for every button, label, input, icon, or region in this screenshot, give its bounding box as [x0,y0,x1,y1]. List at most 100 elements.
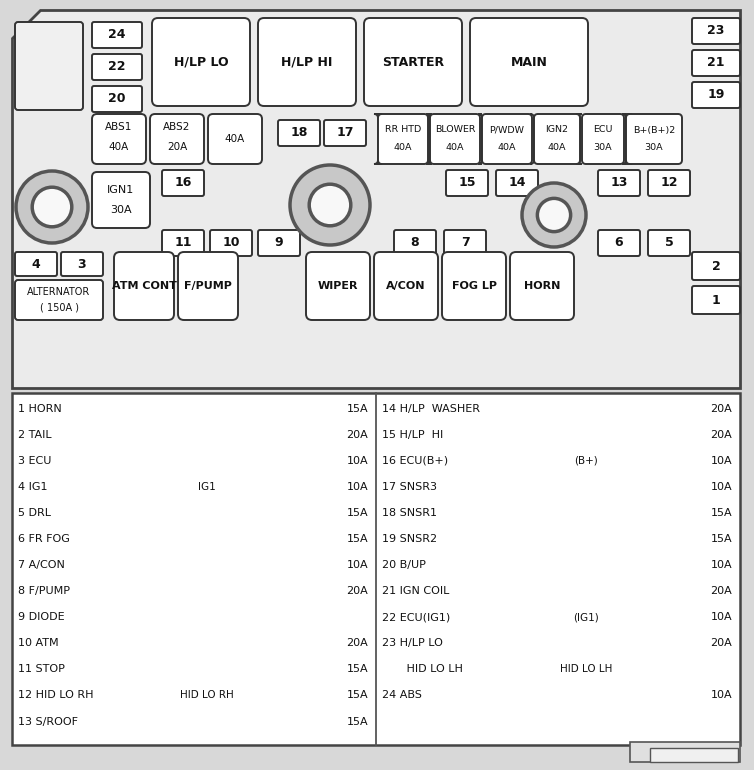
FancyBboxPatch shape [692,82,740,108]
Circle shape [290,165,370,245]
Text: 19 SNSR2: 19 SNSR2 [382,534,437,544]
Text: HORN: HORN [524,281,560,291]
Text: 6: 6 [615,236,624,249]
FancyBboxPatch shape [692,18,740,44]
Text: 15A: 15A [346,403,368,413]
Text: STARTER: STARTER [382,55,444,69]
Text: 15 H/LP  HI: 15 H/LP HI [382,430,443,440]
Text: 10A: 10A [710,612,732,622]
Text: 7: 7 [461,236,470,249]
Text: 20A: 20A [710,638,732,648]
Text: 20A: 20A [346,430,368,440]
Text: HID LO LH: HID LO LH [559,665,612,675]
FancyBboxPatch shape [15,252,57,276]
Text: 11 STOP: 11 STOP [18,665,65,675]
Text: 40A: 40A [547,143,566,152]
Text: IGN1: IGN1 [107,185,135,195]
Text: 20A: 20A [710,586,732,596]
FancyBboxPatch shape [374,252,438,320]
Text: 3: 3 [78,257,86,270]
Circle shape [538,199,571,232]
FancyBboxPatch shape [598,170,640,196]
FancyBboxPatch shape [582,114,624,164]
FancyBboxPatch shape [210,230,252,256]
Text: 10 ATM: 10 ATM [18,638,59,648]
FancyBboxPatch shape [378,114,428,164]
Text: 10A: 10A [346,560,368,570]
Text: 19: 19 [707,89,725,102]
Text: 24: 24 [109,28,126,42]
Text: 15A: 15A [710,508,732,518]
FancyBboxPatch shape [598,230,640,256]
FancyBboxPatch shape [426,114,432,164]
FancyBboxPatch shape [374,114,382,164]
Text: (B+): (B+) [574,456,598,466]
FancyBboxPatch shape [444,230,486,256]
Text: 30A: 30A [110,205,132,215]
Text: IGN2: IGN2 [545,126,569,135]
Text: BLOWER: BLOWER [435,126,475,135]
Bar [630,742,740,762]
FancyBboxPatch shape [534,114,580,164]
Text: 1: 1 [712,293,720,306]
Text: 10A: 10A [346,482,368,492]
Text: 13 S/ROOF: 13 S/ROOF [18,717,78,727]
FancyBboxPatch shape [162,170,204,196]
Text: ABS2: ABS2 [164,122,191,132]
Text: 4 IG1: 4 IG1 [18,482,48,492]
Circle shape [16,171,88,243]
Circle shape [32,187,72,227]
FancyBboxPatch shape [482,114,532,164]
Text: 1 HORN: 1 HORN [18,403,62,413]
Text: 15A: 15A [346,534,368,544]
Text: 12: 12 [661,176,678,189]
Text: 40A: 40A [225,134,245,144]
Text: 8: 8 [411,236,419,249]
Text: 30A: 30A [645,143,664,152]
Text: 21 IGN COIL: 21 IGN COIL [382,586,449,596]
Text: 20A: 20A [710,430,732,440]
Text: ECU: ECU [593,126,613,135]
FancyBboxPatch shape [576,114,582,164]
FancyBboxPatch shape [692,286,740,314]
Text: ATM CONT: ATM CONT [112,281,176,291]
Text: 6 FR FOG: 6 FR FOG [18,534,70,544]
Text: 15A: 15A [346,508,368,518]
Text: 2 TAIL: 2 TAIL [18,430,51,440]
Text: RR HTD: RR HTD [385,126,421,135]
Text: 10A: 10A [710,456,732,466]
FancyBboxPatch shape [692,252,740,280]
FancyBboxPatch shape [61,252,103,276]
Text: 40A: 40A [498,143,516,152]
FancyBboxPatch shape [496,170,538,196]
Text: 20: 20 [109,92,126,105]
Text: 15: 15 [458,176,476,189]
Bar [12,393,740,745]
FancyBboxPatch shape [446,170,488,196]
FancyBboxPatch shape [15,280,103,320]
Text: (IG1): (IG1) [573,612,599,622]
Text: F/PUMP: F/PUMP [184,281,232,291]
Text: 13: 13 [610,176,627,189]
Text: 5 DRL: 5 DRL [18,508,51,518]
Text: 21: 21 [707,56,725,69]
Text: 20A: 20A [346,638,368,648]
FancyBboxPatch shape [92,22,142,48]
Text: 14 H/LP  WASHER: 14 H/LP WASHER [382,403,480,413]
Text: 40A: 40A [394,143,412,152]
Text: IG1: IG1 [198,482,216,492]
Text: 16: 16 [174,176,192,189]
FancyBboxPatch shape [258,18,356,106]
FancyBboxPatch shape [258,230,300,256]
Text: 20A: 20A [167,142,187,152]
Text: 15A: 15A [346,717,368,727]
FancyBboxPatch shape [15,22,83,110]
FancyBboxPatch shape [150,114,204,164]
Text: 4: 4 [32,257,41,270]
Text: 20A: 20A [710,403,732,413]
Text: ALTERNATOR: ALTERNATOR [27,287,90,297]
Text: P/WDW: P/WDW [489,126,525,135]
Text: 16 ECU(B+): 16 ECU(B+) [382,456,448,466]
FancyBboxPatch shape [692,50,740,76]
Text: 20A: 20A [346,586,368,596]
